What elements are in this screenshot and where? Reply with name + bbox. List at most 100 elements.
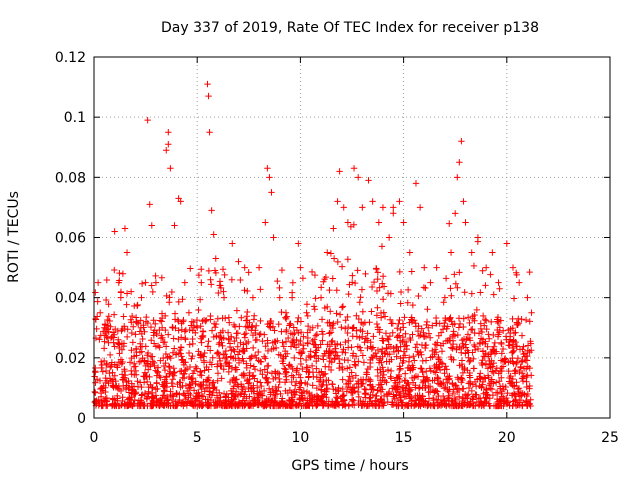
data-point [245, 338, 252, 346]
data-point [288, 378, 295, 386]
data-point [97, 389, 105, 397]
data-point [120, 313, 127, 320]
data-point [210, 320, 218, 327]
data-point [411, 357, 418, 364]
data-point [309, 324, 316, 331]
data-point [217, 284, 225, 292]
data-point [315, 369, 323, 376]
data-point [345, 402, 352, 410]
data-point [278, 308, 285, 316]
data-point [307, 354, 314, 361]
data-point [519, 377, 527, 385]
data-point [385, 336, 392, 343]
data-point [470, 341, 478, 349]
data-point [233, 307, 241, 314]
data-point [466, 319, 473, 327]
data-point [523, 373, 530, 381]
data-point [304, 312, 311, 320]
data-point [175, 327, 182, 334]
data-point [518, 316, 525, 323]
data-point [482, 282, 489, 289]
data-point [198, 333, 206, 340]
data-point [427, 367, 434, 374]
data-point [404, 364, 411, 372]
y-tick-label: 0.02 [55, 351, 86, 367]
data-point [158, 332, 165, 339]
data-point [361, 339, 368, 346]
data-point [408, 397, 416, 405]
data-point [488, 385, 496, 393]
data-point [111, 228, 118, 235]
data-point [434, 398, 442, 406]
axis-ticks: 0 5 10 15 20 25 0 0.02 0.04 0.06 0.08 0.1 0.12 [55, 50, 619, 446]
data-point [445, 394, 453, 402]
data-point [411, 374, 418, 381]
data-point [165, 331, 172, 338]
data-point [413, 341, 421, 348]
data-point [317, 341, 324, 348]
data-point [295, 314, 302, 322]
data-point [109, 369, 116, 376]
data-point [384, 351, 392, 358]
data-point [185, 373, 193, 381]
data-point [101, 321, 109, 329]
data-point [104, 316, 111, 324]
data-point [249, 344, 257, 352]
data-point [429, 322, 436, 329]
data-point [109, 329, 117, 336]
data-point [414, 392, 421, 399]
data-point [339, 376, 346, 383]
data-point [425, 384, 432, 392]
data-point [102, 367, 110, 375]
data-point [218, 375, 225, 382]
data-point [175, 298, 182, 306]
data-point [224, 329, 232, 336]
data-point [144, 349, 152, 357]
data-point [416, 204, 424, 211]
data-point [237, 276, 244, 284]
data-point [209, 354, 216, 361]
data-point [97, 358, 105, 365]
data-point [111, 266, 118, 274]
data-point [142, 279, 149, 286]
data-point [424, 324, 432, 331]
data-point [282, 400, 289, 408]
data-point [208, 361, 216, 368]
data-point [110, 334, 118, 341]
data-point [404, 402, 411, 410]
data-point [385, 234, 393, 241]
data-point [370, 333, 377, 340]
data-point [345, 337, 352, 344]
data-point [303, 309, 310, 316]
data-point [442, 314, 449, 322]
data-point [119, 376, 127, 384]
data-point [459, 394, 466, 402]
data-point [319, 330, 327, 338]
data-point [461, 289, 468, 296]
data-point [334, 198, 341, 205]
data-point [409, 301, 417, 309]
data-point [362, 270, 369, 278]
data-point [149, 399, 157, 407]
data-point [282, 338, 290, 345]
data-point [144, 402, 151, 410]
data-point [412, 384, 419, 391]
data-point [364, 330, 371, 337]
data-point [420, 401, 427, 408]
data-point [146, 201, 153, 208]
data-point [344, 323, 352, 331]
data-point [368, 345, 376, 353]
data-point [469, 349, 476, 356]
data-point [523, 357, 531, 364]
data-point [439, 392, 447, 400]
data-point [500, 398, 507, 406]
data-point [303, 301, 311, 308]
data-point [192, 378, 199, 385]
data-point [305, 389, 313, 397]
data-point [108, 402, 116, 410]
data-point [510, 383, 518, 390]
data-point [475, 402, 483, 409]
data-point [350, 221, 358, 228]
data-point [299, 348, 306, 356]
data-point [324, 303, 331, 311]
